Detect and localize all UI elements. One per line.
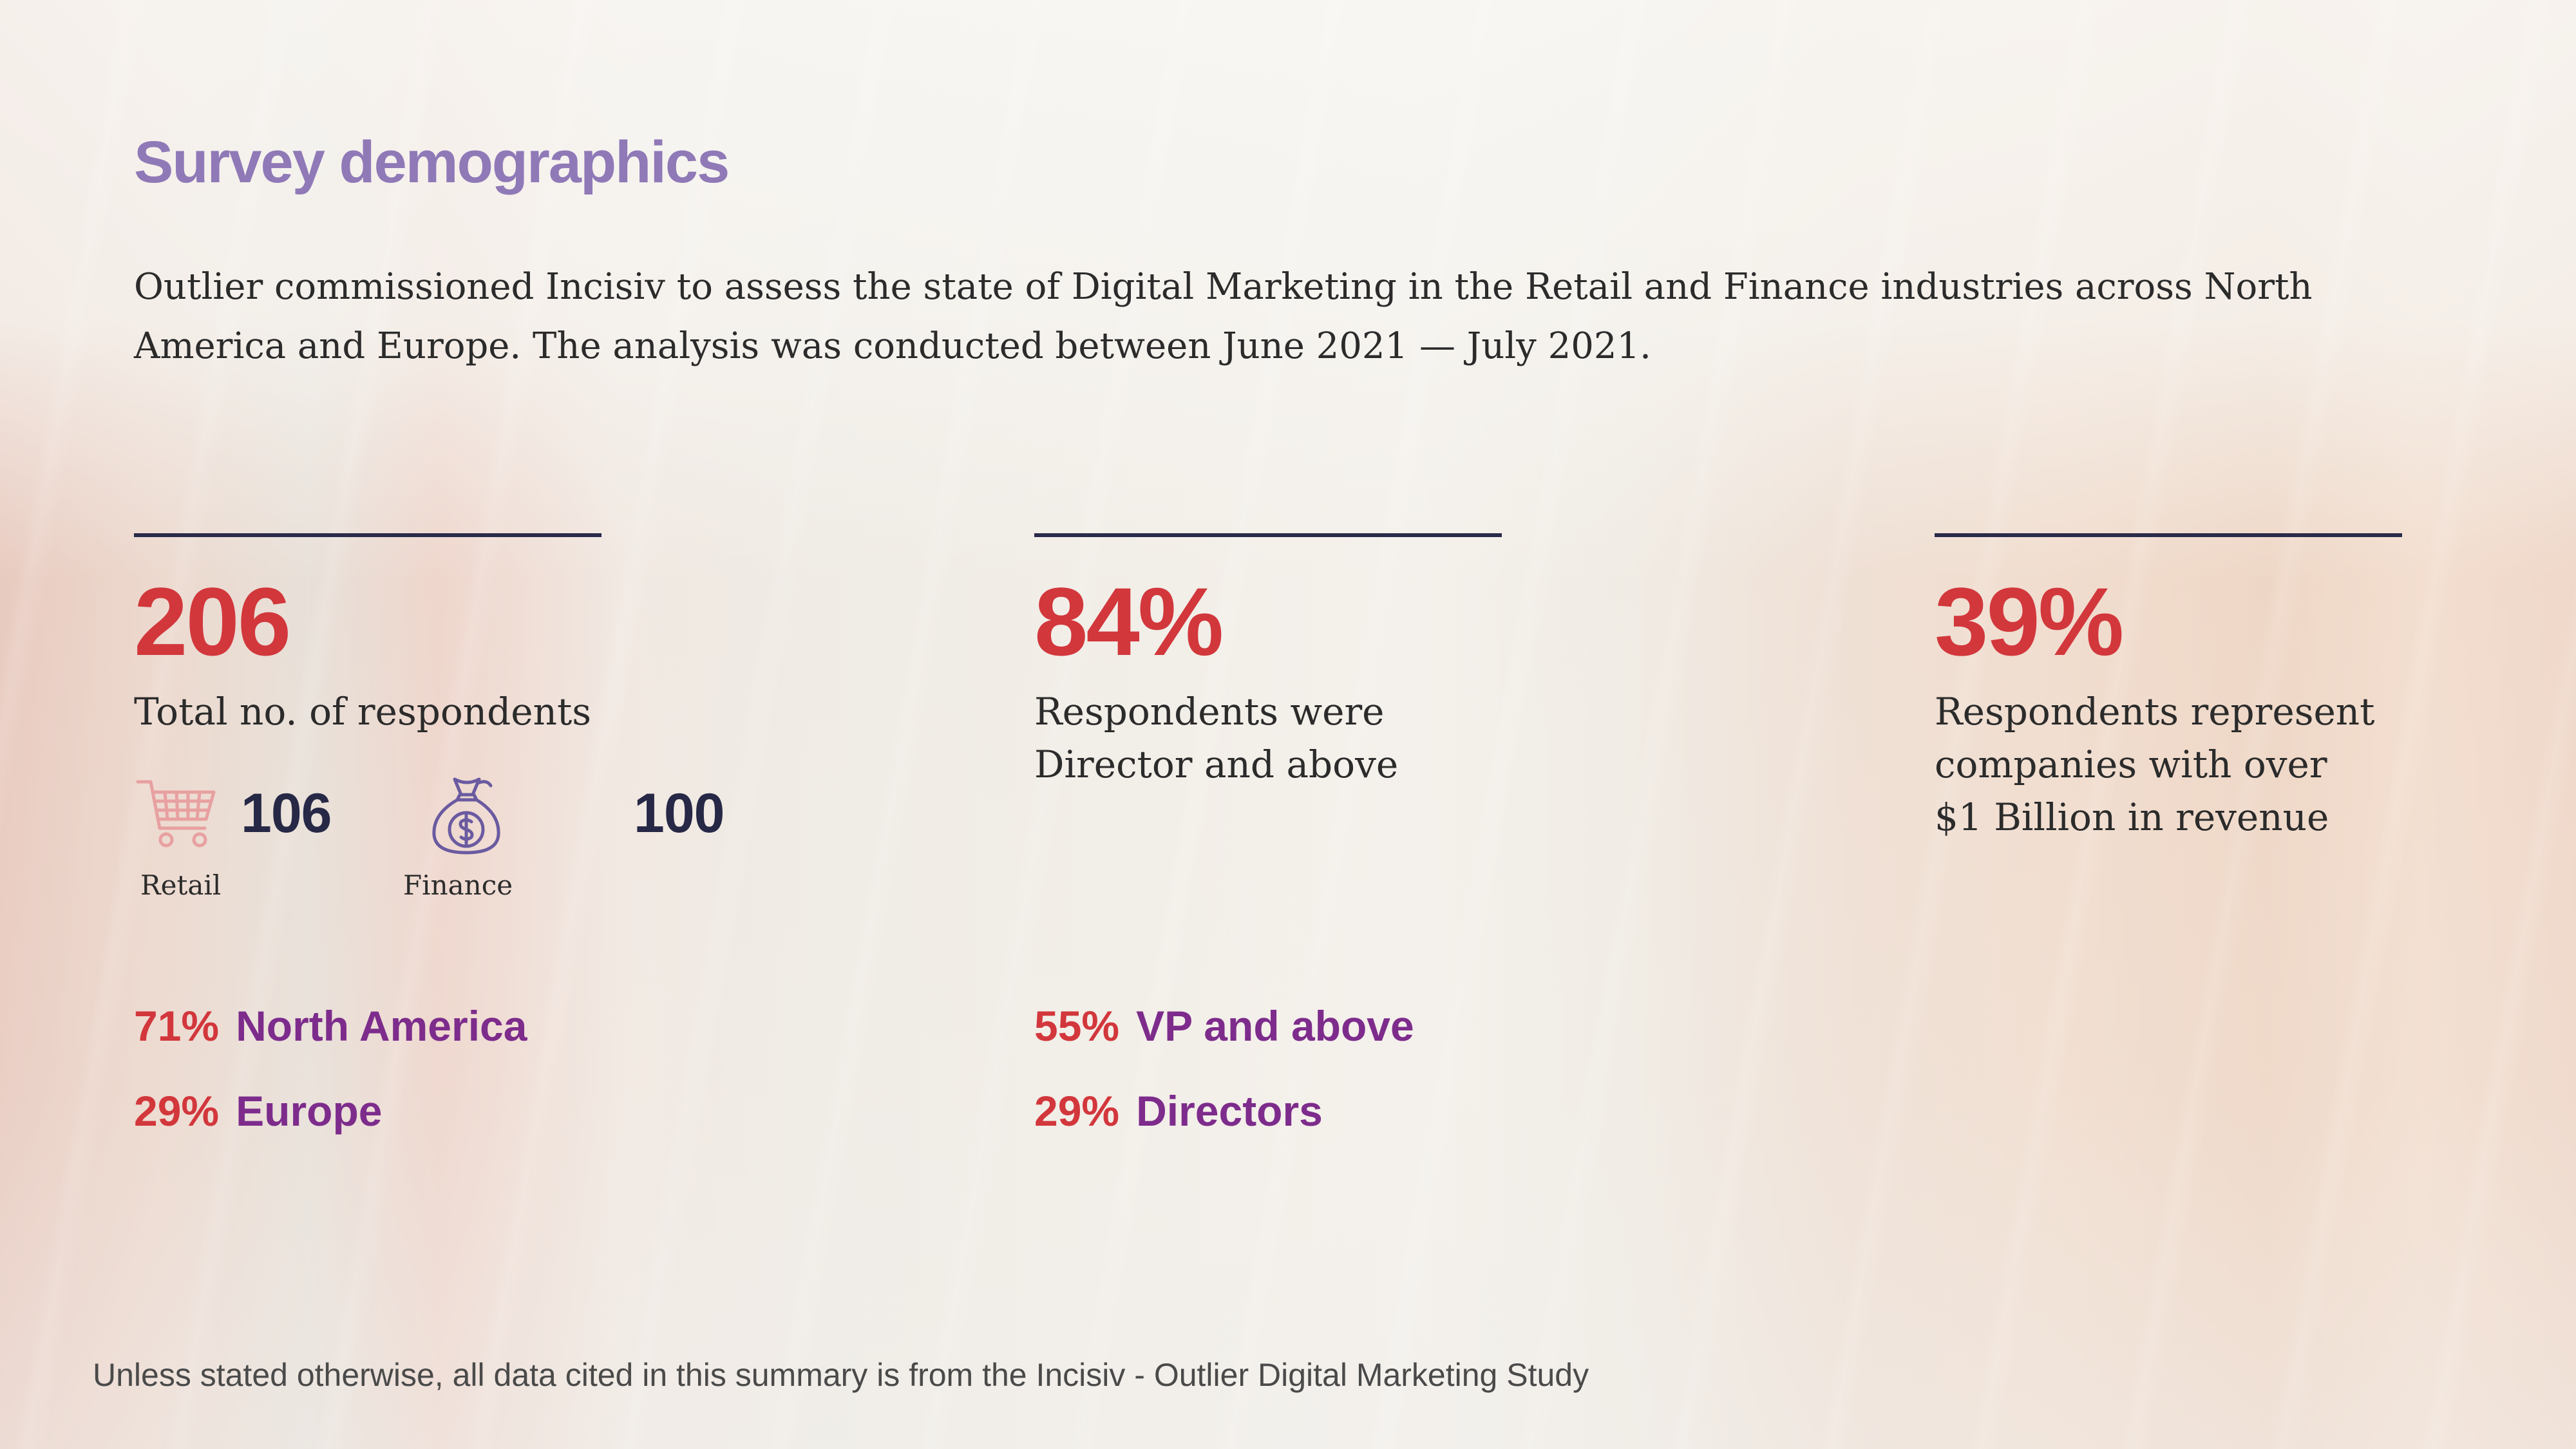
intro-paragraph: Outlier commissioned Incisiv to assess t… [134, 266, 2313, 367]
seniority-split: 55% VP and above 29% Directors [1034, 1001, 1414, 1171]
respondent-breakdown: 106 Retail 100 Finance [134, 773, 724, 914]
stat-value: 84% [1034, 567, 1224, 676]
finance-count-label: Finance [403, 869, 513, 901]
retail-count-value: 106 [241, 782, 332, 844]
source-footnote: Unless stated otherwise, all data cited … [93, 1357, 1589, 1393]
slide-title: Survey demographics [134, 129, 730, 195]
split-row-europe: 29% Europe [134, 1086, 527, 1135]
split-row-directors: 29% Directors [1034, 1086, 1414, 1135]
money-bag-icon [432, 777, 500, 855]
region-split: 71% North America 29% Europe [134, 1001, 527, 1171]
stat-director-and-above: 84% Respondents were Director and above [1034, 533, 1504, 791]
split-row-vp: 55% VP and above [1034, 1001, 1414, 1050]
split-label: Europe [236, 1087, 383, 1135]
stat-description: Total no. of respondents [134, 690, 592, 734]
split-row-north-america: 71% North America [134, 1001, 527, 1050]
split-label: North America [236, 1002, 527, 1050]
split-percent: 29% [134, 1087, 220, 1135]
stat-description: Respondents represent companies with ove… [1935, 690, 2375, 839]
stat-billion-revenue: 39% Respondents represent companies with… [1935, 533, 2405, 844]
stat-value: 39% [1935, 567, 2124, 676]
stat-value: 206 [134, 567, 291, 676]
split-label: Directors [1136, 1087, 1323, 1135]
split-percent: 55% [1034, 1002, 1120, 1050]
stat-description: Respondents were Director and above [1034, 690, 1399, 786]
stat-divider [134, 533, 601, 537]
stat-divider [1034, 533, 1502, 537]
shopping-cart-icon [136, 780, 216, 848]
split-label: VP and above [1136, 1002, 1414, 1050]
retail-count-label: Retail [140, 869, 222, 901]
split-percent: 29% [1034, 1087, 1120, 1135]
stat-respondents: 206 Total no. of respondents [134, 533, 604, 738]
finance-count-value: 100 [634, 782, 724, 844]
split-percent: 71% [134, 1002, 220, 1050]
stat-divider [1935, 533, 2402, 537]
